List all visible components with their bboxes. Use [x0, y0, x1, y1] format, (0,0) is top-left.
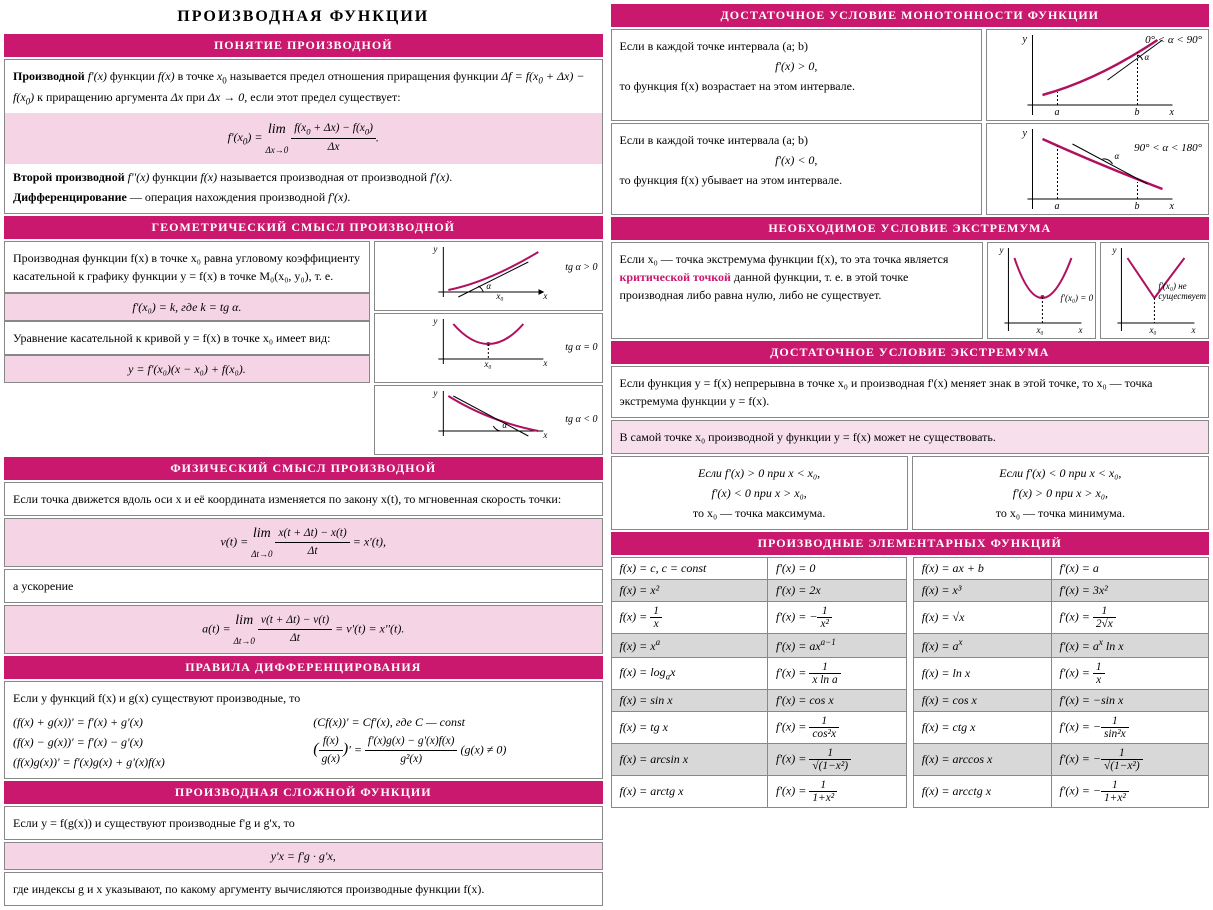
left-column: ПРОИЗВОДНАЯ ФУНКЦИИ ПОНЯТИЕ ПРОИЗВОДНОЙ …	[4, 4, 603, 906]
phys-formula2: a(t) = limΔt→0 v(t + Δt) − v(t)Δt = v'(t…	[4, 605, 603, 654]
mono-inc: Если в каждой точке интервала (a; b) f'(…	[611, 29, 983, 121]
svg-text:x: x	[1169, 201, 1175, 212]
graph-tan-neg: α x y tg α < 0	[374, 385, 603, 455]
svg-text:x₀: x₀	[1149, 325, 1157, 335]
header-geometric: ГЕОМЕТРИЧЕСКИЙ СМЫСЛ ПРОИЗВОДНОЙ	[4, 216, 603, 239]
formula-derivative-def: f'(x0) = limΔx→0 f(x0 + Δx) − f(x0)Δx.	[5, 113, 602, 164]
svg-text:x: x	[1078, 325, 1083, 335]
svg-text:x: x	[1191, 325, 1196, 335]
header-necessary: НЕОБХОДИМОЕ УСЛОВИЕ ЭКСТРЕМУМА	[611, 217, 1210, 240]
svg-text:y: y	[432, 316, 437, 326]
geom-text: Производная функции f(x) в точке x₀ равн…	[4, 241, 370, 293]
svg-text:α: α	[502, 420, 507, 430]
geom-text2: Уравнение касательной к кривой y = f(x) …	[4, 321, 370, 355]
graph-min-cusp: x₀ x y f'(x₀) не существует	[1100, 242, 1209, 339]
suf-p2: В самой точке x₀ производной у функции y…	[611, 420, 1210, 454]
comp-p1: Если y = f(g(x)) и существуют производны…	[4, 806, 603, 840]
svg-text:x₀: x₀	[495, 291, 503, 301]
comp-formula: y'x = f'g · g'x,	[4, 842, 603, 870]
geometric-row: Производная функции f(x) в точке x₀ равн…	[4, 241, 603, 455]
graph-tan-pos: α x₀ x y tg α > 0	[374, 241, 603, 311]
graph-decreasing: α a b x y 90° < α < 180°	[986, 123, 1209, 215]
svg-text:y: y	[432, 244, 437, 254]
phys-formula1: v(t) = limΔt→0 x(t + Δt) − x(t)Δt = x'(t…	[4, 518, 603, 567]
header-monotone: ДОСТАТОЧНОЕ УСЛОВИЕ МОНОТОННОСТИ ФУНКЦИИ	[611, 4, 1210, 27]
graph-tan-zero: x₀ x y tg α = 0	[374, 313, 603, 383]
graph-min-smooth: x₀ x y f'(x₀) = 0	[987, 242, 1096, 339]
comp-p2: где индексы g и x указывают, по какому а…	[4, 872, 603, 906]
svg-text:y: y	[1022, 128, 1028, 139]
svg-text:α: α	[1115, 151, 1120, 161]
svg-text:y: y	[432, 388, 437, 398]
graph-increasing: α a b x y 0° < α < 90°	[986, 29, 1209, 121]
header-elementary: ПРОИЗВОДНЫЕ ЭЛЕМЕНТАРНЫХ ФУНКЦИЙ	[611, 532, 1210, 555]
svg-text:a: a	[1055, 201, 1060, 212]
svg-text:x: x	[1169, 107, 1175, 118]
svg-text:y: y	[999, 245, 1004, 255]
suf-max: Если f'(x) > 0 при x < x₀, f'(x) < 0 при…	[611, 456, 908, 530]
deriv-table-right: f(x) = ax + bf'(x) = a f(x) = x³f'(x) = …	[913, 557, 1209, 808]
svg-text:b: b	[1135, 201, 1140, 212]
header-sufficient: ДОСТАТОЧНОЕ УСЛОВИЕ ЭКСТРЕМУМА	[611, 341, 1210, 364]
phys-p2: а ускорение	[4, 569, 603, 603]
geom-formula2: y = f'(x₀)(x − x₀) + f(x₀).	[4, 355, 370, 383]
header-rules: ПРАВИЛА ДИФФЕРЕНЦИРОВАНИЯ	[4, 656, 603, 679]
suf-p1: Если функция y = f(x) непрерывна в точке…	[611, 366, 1210, 418]
svg-text:x₀: x₀	[1036, 325, 1044, 335]
svg-text:b: b	[1135, 107, 1140, 118]
deriv-table-left: f(x) = c, c = constf'(x) = 0 f(x) = x²f'…	[611, 557, 907, 808]
mono-dec: Если в каждой точке интервала (a; b) f'(…	[611, 123, 983, 215]
svg-text:x₀: x₀	[483, 359, 491, 369]
main-title: ПРОИЗВОДНАЯ ФУНКЦИИ	[4, 4, 603, 32]
nec-text: Если x₀ — точка экстремума функции f(x),…	[611, 242, 984, 339]
geom-formula1: f'(x₀) = k, где k = tg α.	[4, 293, 370, 321]
header-concept: ПОНЯТИЕ ПРОИЗВОДНОЙ	[4, 34, 603, 57]
phys-p1: Если точка движется вдоль оси x и её коо…	[4, 482, 603, 516]
svg-text:α: α	[486, 281, 491, 291]
svg-text:y: y	[1022, 34, 1028, 45]
svg-text:x: x	[542, 291, 547, 301]
svg-text:α: α	[1145, 52, 1150, 62]
header-physical: ФИЗИЧЕСКИЙ СМЫСЛ ПРОИЗВОДНОЙ	[4, 457, 603, 480]
svg-text:x: x	[542, 430, 547, 440]
suf-min: Если f'(x) < 0 при x < x₀, f'(x) > 0 при…	[912, 456, 1209, 530]
svg-text:x: x	[542, 358, 547, 368]
rules-box: Если у функций f(x) и g(x) существуют пр…	[4, 681, 603, 779]
svg-text:a: a	[1055, 107, 1060, 118]
svg-text:y: y	[1112, 245, 1117, 255]
right-column: ДОСТАТОЧНОЕ УСЛОВИЕ МОНОТОННОСТИ ФУНКЦИИ…	[611, 4, 1210, 906]
header-composite: ПРОИЗВОДНАЯ СЛОЖНОЙ ФУНКЦИИ	[4, 781, 603, 804]
box-concept: Производной f'(x) функции f(x) в точке x…	[4, 59, 603, 214]
deriv-tables: f(x) = c, c = constf'(x) = 0 f(x) = x²f'…	[611, 557, 1210, 808]
